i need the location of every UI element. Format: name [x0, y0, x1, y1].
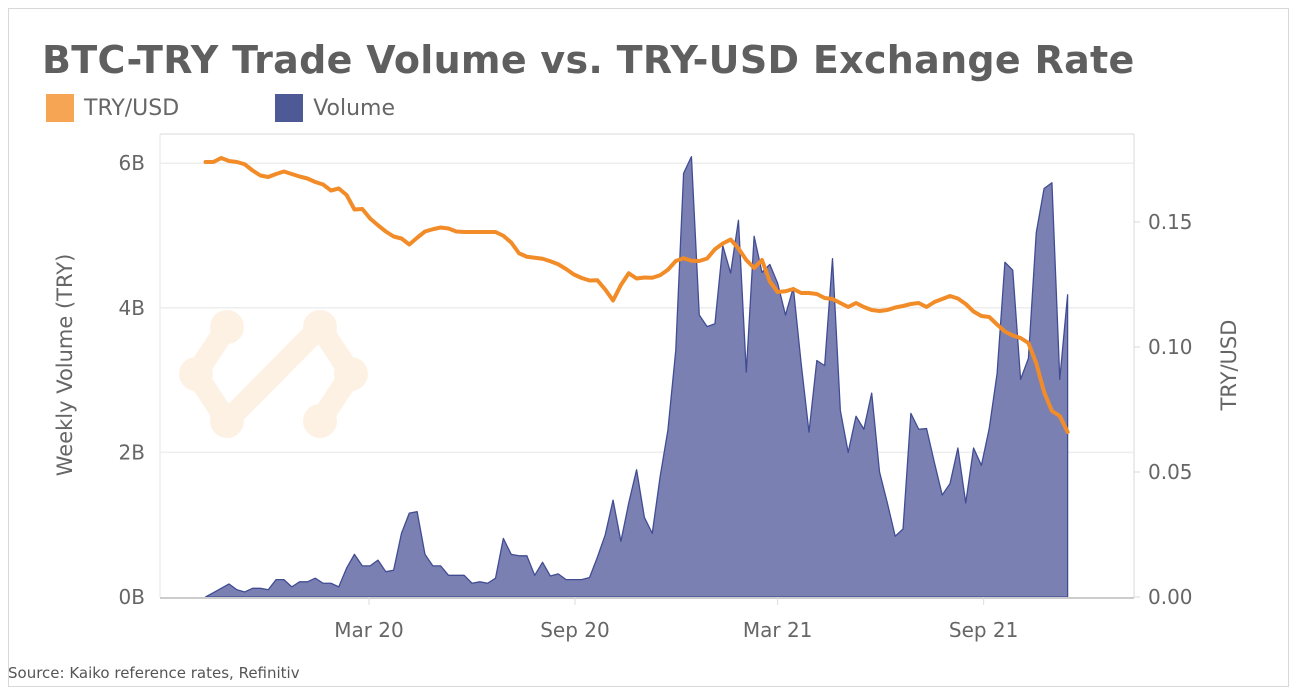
y-left-axis-title: Weekly Volume (TRY) — [53, 254, 77, 477]
source-note: Source: Kaiko reference rates, Refinitiv — [8, 664, 300, 682]
legend-item-rate[interactable]: TRY/USD — [46, 94, 179, 122]
chart-title: BTC-TRY Trade Volume vs. TRY-USD Exchang… — [42, 38, 1135, 82]
x-tick-label: Mar 20 — [334, 618, 404, 642]
y-right-axis-title: TRY/USD — [1217, 320, 1241, 412]
y-right-tick-label: 0.10 — [1148, 335, 1193, 359]
legend-label-volume: Volume — [313, 95, 396, 121]
x-tick-label: Sep 21 — [949, 618, 1019, 642]
legend-item-volume[interactable]: Volume — [275, 94, 395, 122]
y-right-tick-label: 0.15 — [1148, 210, 1193, 234]
y-left-tick-label: 6B — [119, 151, 145, 175]
kaiko-logo-watermark — [179, 310, 368, 438]
legend-label-rate: TRY/USD — [84, 95, 180, 121]
y-right-tick-label: 0.00 — [1148, 585, 1193, 609]
rate-line — [203, 156, 1070, 434]
legend: TRY/USD Volume — [46, 94, 491, 122]
legend-swatch-rate — [46, 94, 74, 122]
y-left-tick-label: 2B — [119, 440, 145, 464]
logo-stroke — [182, 316, 365, 432]
grid — [159, 133, 1135, 597]
chart-marks — [203, 156, 1070, 598]
x-tick-label: Sep 20 — [540, 618, 610, 642]
chart-frame — [8, 8, 1289, 687]
y-left-tick-label: 4B — [119, 296, 145, 320]
y-right-tick-label: 0.05 — [1148, 460, 1193, 484]
x-tick-label: Mar 21 — [743, 618, 813, 642]
legend-swatch-volume — [275, 94, 304, 122]
volume-area — [204, 156, 1069, 598]
y-left-tick-label: 0B — [119, 585, 145, 609]
axes: 0B 2B 4B 6B 0.00 0.05 0.10 0.15 Mar 20 Sep 20 Mar … — [119, 151, 1193, 642]
